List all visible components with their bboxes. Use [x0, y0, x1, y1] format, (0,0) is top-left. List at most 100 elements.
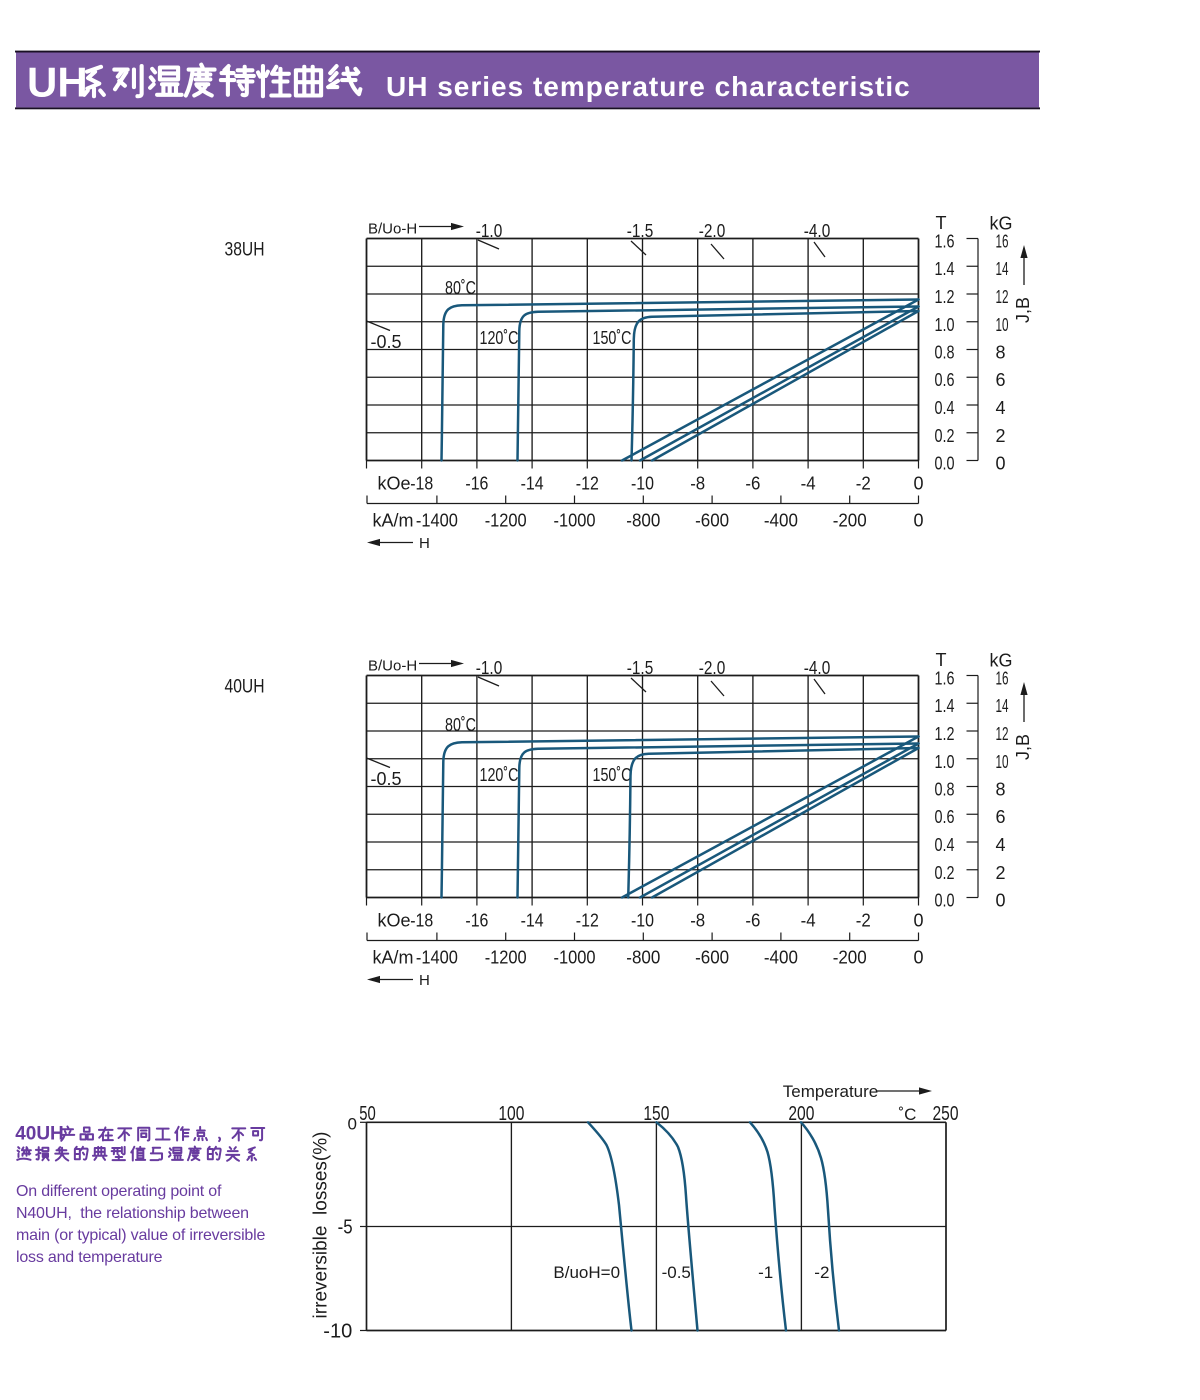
svg-text:-1.5: -1.5 [627, 658, 654, 678]
svg-text:J,B: J,B [1013, 297, 1033, 323]
svg-text:1.6: 1.6 [935, 669, 955, 689]
svg-text:-2: -2 [856, 911, 871, 931]
svg-text:-4.0: -4.0 [804, 658, 831, 678]
svg-text:16: 16 [996, 232, 1009, 252]
svg-text:H: H [419, 972, 430, 989]
svg-text:-1000: -1000 [554, 511, 596, 531]
svg-text:4: 4 [996, 398, 1006, 418]
svg-text:-200: -200 [833, 511, 867, 531]
svg-text:-6: -6 [745, 911, 760, 931]
svg-text:14: 14 [996, 259, 1009, 279]
svg-text:250: 250 [933, 1103, 959, 1125]
svg-text:-1.0: -1.0 [476, 221, 503, 241]
svg-text:0: 0 [913, 511, 923, 531]
svg-text:-400: -400 [764, 511, 798, 531]
svg-text:1.2: 1.2 [935, 287, 955, 307]
svg-text:-2: -2 [856, 474, 871, 494]
svg-text:T: T [936, 213, 947, 233]
svg-text:12: 12 [996, 724, 1009, 744]
svg-text:-16: -16 [465, 911, 488, 931]
svg-text:˚C: ˚C [899, 1105, 917, 1124]
svg-text:1.0: 1.0 [935, 752, 955, 772]
svg-text:1.2: 1.2 [935, 724, 955, 744]
svg-text:-0.5: -0.5 [371, 332, 402, 352]
svg-text:2: 2 [996, 863, 1006, 883]
svg-text:N40UH, the relationship betwe: N40UH, the relationship between [16, 1205, 249, 1222]
svg-text:0.2: 0.2 [935, 426, 955, 446]
svg-text:1.0: 1.0 [935, 315, 955, 335]
svg-text:0: 0 [913, 474, 923, 494]
svg-text:8: 8 [996, 343, 1006, 363]
svg-text:10: 10 [996, 752, 1009, 772]
svg-text:0: 0 [996, 891, 1006, 911]
svg-text:H: H [419, 535, 430, 552]
svg-text:UH: UH [27, 59, 88, 106]
svg-text:0: 0 [348, 1115, 357, 1134]
svg-text:14: 14 [996, 696, 1009, 716]
svg-text:kOe: kOe [378, 911, 411, 931]
svg-text:-0.5: -0.5 [662, 1263, 691, 1282]
svg-text:0.2: 0.2 [935, 863, 955, 883]
svg-text:-14: -14 [521, 911, 544, 931]
svg-text:0.4: 0.4 [935, 835, 955, 855]
svg-text:150˚C: 150˚C [593, 765, 632, 785]
svg-text:kOe: kOe [378, 474, 411, 494]
svg-text:UH series temperature characte: UH series temperature characteristic [386, 71, 911, 102]
svg-text:150: 150 [643, 1103, 669, 1125]
svg-text:kG: kG [989, 651, 1012, 671]
svg-text:-14: -14 [521, 474, 544, 494]
svg-text:-6: -6 [745, 474, 760, 494]
svg-text:0.0: 0.0 [935, 454, 955, 474]
svg-text:kA/m: kA/m [373, 511, 414, 531]
svg-text:-1200: -1200 [485, 511, 527, 531]
svg-text:12: 12 [996, 287, 1009, 307]
svg-text:-2.0: -2.0 [699, 221, 726, 241]
svg-text:B/Uo-H: B/Uo-H [368, 658, 417, 675]
svg-text:irreversible losses(%): irreversible losses(%) [311, 1132, 332, 1319]
svg-text:-1200: -1200 [485, 948, 527, 968]
svg-text:0.8: 0.8 [935, 343, 955, 363]
svg-text:-0.5: -0.5 [371, 769, 402, 789]
svg-text:-1.0: -1.0 [476, 658, 503, 678]
svg-text:-200: -200 [833, 948, 867, 968]
svg-text:-800: -800 [626, 511, 660, 531]
svg-text:-1400: -1400 [416, 511, 458, 531]
svg-text:-2.0: -2.0 [699, 658, 726, 678]
svg-text:100: 100 [498, 1103, 524, 1125]
svg-text:1.4: 1.4 [935, 259, 955, 279]
svg-text:50: 50 [359, 1103, 376, 1125]
svg-text:80˚C: 80˚C [445, 278, 476, 298]
svg-text:-10: -10 [631, 474, 654, 494]
svg-text:-10: -10 [631, 911, 654, 931]
svg-text:0: 0 [996, 454, 1006, 474]
svg-text:-400: -400 [764, 948, 798, 968]
svg-text:0: 0 [913, 911, 923, 931]
svg-text:-8: -8 [690, 911, 705, 931]
svg-text:-4: -4 [801, 911, 816, 931]
svg-text:0.6: 0.6 [935, 807, 955, 827]
svg-text:Temperature: Temperature [783, 1082, 878, 1101]
svg-text:-12: -12 [576, 911, 599, 931]
svg-text:-1: -1 [758, 1263, 773, 1282]
svg-text:0.8: 0.8 [935, 780, 955, 800]
svg-text:main (or typical) value of irr: main (or typical) value of irreversible [16, 1227, 265, 1244]
svg-text:-1400: -1400 [416, 948, 458, 968]
svg-text:120˚C: 120˚C [480, 328, 519, 348]
svg-text:40UH: 40UH [225, 677, 265, 698]
svg-text:-12: -12 [576, 474, 599, 494]
svg-text:4: 4 [996, 835, 1006, 855]
svg-text:-4.0: -4.0 [804, 221, 831, 241]
svg-text:J,B: J,B [1013, 734, 1033, 760]
svg-text:40UH: 40UH [15, 1123, 64, 1144]
svg-text:-800: -800 [626, 948, 660, 968]
svg-text:-10: -10 [323, 1321, 352, 1343]
svg-text:6: 6 [996, 807, 1006, 827]
svg-text:0.4: 0.4 [935, 398, 955, 418]
svg-text:loss and temperature: loss and temperature [16, 1249, 163, 1266]
svg-text:-18: -18 [410, 474, 433, 494]
svg-text:-2: -2 [814, 1263, 829, 1282]
svg-text:1.6: 1.6 [935, 232, 955, 252]
svg-text:0.6: 0.6 [935, 370, 955, 390]
svg-text:-4: -4 [801, 474, 816, 494]
svg-text:kG: kG [989, 214, 1012, 234]
